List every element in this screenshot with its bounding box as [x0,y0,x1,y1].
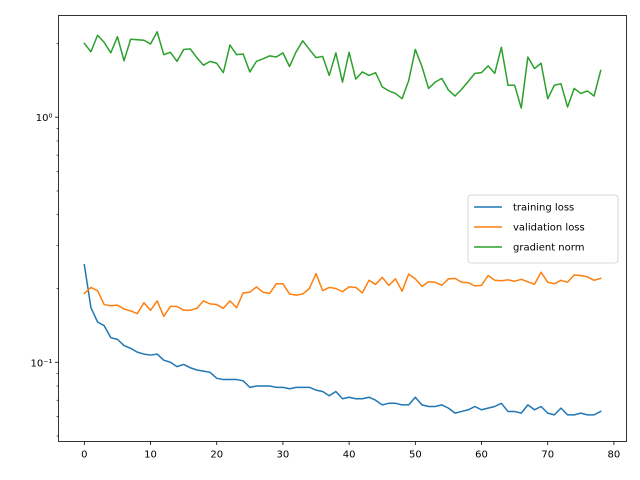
series-line-validation-loss [83,271,602,318]
series-layer [83,31,602,416]
x-tick-label: 30 [277,450,290,461]
x-axis-ticks: 0 10 20 30 40 50 60 70 80 [81,441,621,461]
x-tick-label: 40 [343,450,356,461]
x-tick-label: 20 [210,450,223,461]
legend-label-validation-loss: validation loss [513,223,585,234]
legend-items: training loss validation loss gradient nor… [474,203,585,254]
x-tick-label: 10 [144,450,157,461]
series-line-training-loss [83,263,602,416]
legend-box [467,194,619,264]
x-tick-label: 50 [409,450,422,461]
y-tick-label: 10⁻¹ [30,358,52,369]
legend: training loss validation loss gradient nor… [467,194,619,264]
x-tick-label: 80 [608,450,621,461]
y-tick-label: 10⁰ [36,113,53,124]
x-tick-label: 0 [81,450,87,461]
plot-area-frame [58,15,627,442]
x-tick-label: 60 [475,450,488,461]
x-tick-label: 70 [541,450,554,461]
legend-label-gradient-norm: gradient norm [513,243,584,254]
series-line-gradient-norm [83,31,602,109]
legend-label-training-loss: training loss [513,203,574,214]
